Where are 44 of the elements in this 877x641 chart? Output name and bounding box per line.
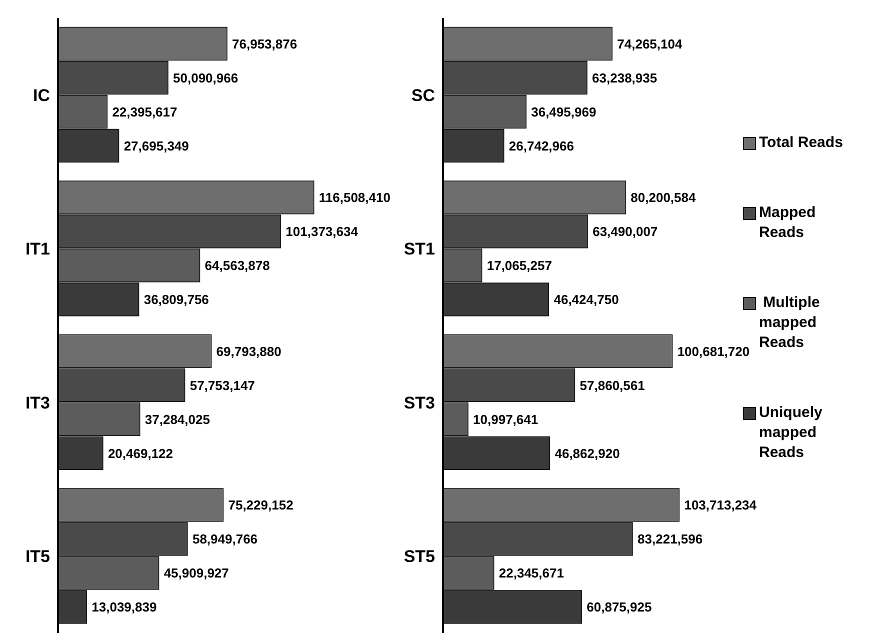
data-label: 10,997,641	[473, 412, 538, 427]
data-label: 27,695,349	[124, 138, 189, 154]
y-tick-label: ST3	[404, 393, 435, 412]
legend-label: Multiple mapped Reads	[759, 293, 821, 353]
legend-label: Total Reads	[759, 133, 843, 153]
data-label: 60,875,925	[586, 600, 652, 615]
data-label: 116,508,410	[318, 190, 390, 206]
y-tick-label: SC	[411, 86, 435, 105]
data-label: 46,862,920	[554, 446, 620, 461]
data-label: 75,229,152	[228, 498, 294, 513]
y-tick-label: IT5	[25, 547, 50, 566]
data-label: 64,563,878	[204, 258, 270, 274]
data-label: 13,039,839	[92, 600, 157, 615]
y-tick-label: IC	[33, 86, 50, 105]
data-label: 50,090,966	[173, 70, 238, 86]
data-label: 100,681,720	[677, 344, 750, 359]
data-label: 46,424,750	[554, 292, 619, 308]
data-label: 22,395,617	[112, 104, 178, 120]
data-label: 80,200,584	[630, 190, 696, 206]
y-tick-label: IT1	[25, 240, 50, 259]
data-label: 101,373,634	[286, 224, 359, 240]
y-tick-label: ST5	[404, 547, 435, 566]
legend-label: Uniquely mapped Reads	[759, 403, 824, 463]
data-label: 57,860,561	[580, 378, 645, 393]
data-label: 58,949,766	[192, 532, 258, 547]
data-label: 22,345,671	[498, 566, 564, 581]
data-label: 17,065,257	[486, 258, 552, 274]
data-label: 36,809,756	[144, 292, 209, 308]
data-label: 63,490,007	[592, 224, 658, 240]
data-label: 26,742,966	[508, 138, 574, 154]
data-label: 57,753,147	[190, 378, 255, 393]
data-label: 45,909,927	[164, 566, 229, 581]
y-tick-label: IT3	[25, 393, 50, 412]
data-label: 69,793,880	[216, 344, 282, 359]
data-label: 36,495,969	[531, 104, 596, 120]
data-label: 83,221,596	[638, 532, 703, 547]
data-label: 37,284,025	[144, 412, 210, 427]
data-label: 63,238,935	[592, 70, 658, 86]
data-label: 74,265,104	[617, 36, 683, 52]
y-tick-label: ST1	[404, 240, 435, 259]
legend-label: Mapped Reads	[759, 203, 817, 243]
data-label: 20,469,122	[108, 446, 174, 461]
data-label: 103,713,234	[684, 498, 758, 513]
data-label: 76,953,876	[232, 36, 298, 52]
